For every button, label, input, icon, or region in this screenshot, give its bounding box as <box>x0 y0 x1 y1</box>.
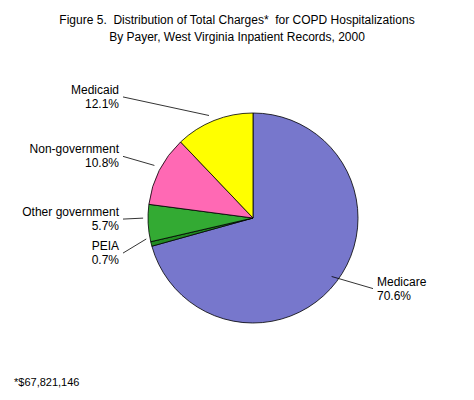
svg-text:Medicaid12.1%: Medicaid12.1% <box>71 83 119 111</box>
html-text:Figure 5. Distribution of Tota: Figure 5. Distribution of Total Charges*… <box>59 13 415 27</box>
svg-text:PEIA0.7%: PEIA0.7% <box>92 239 120 267</box>
html-text:*$67,821,146: *$67,821,146 <box>14 376 80 388</box>
svg-text:Non-government10.8%: Non-government10.8% <box>30 142 120 170</box>
svg-text:Medicare70.6%: Medicare70.6% <box>377 275 427 303</box>
svg-text:Other government5.7%: Other government5.7% <box>22 205 119 233</box>
html-text:By Payer, West Virginia Inpati: By Payer, West Virginia Inpatient Record… <box>109 30 365 44</box>
